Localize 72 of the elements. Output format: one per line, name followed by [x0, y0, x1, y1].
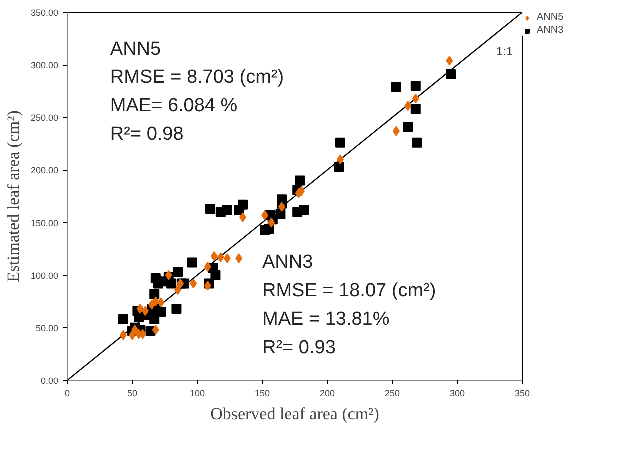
- point: [224, 254, 231, 264]
- y-tick-label: 100.00: [30, 270, 59, 281]
- y-tick-label: 250.00: [30, 113, 59, 124]
- annotation: ANN5: [110, 38, 162, 60]
- annotation: R²= 0.98: [110, 124, 184, 145]
- x-tick-label: 350: [514, 388, 530, 398]
- y-tick-label: 150.00: [30, 218, 59, 228]
- point: [262, 210, 269, 220]
- point: [336, 138, 346, 148]
- point: [210, 270, 221, 280]
- x-tick-label: 0: [64, 388, 70, 398]
- point: [295, 176, 306, 186]
- point: [276, 209, 286, 220]
- y-tick-label: 300.00: [30, 60, 59, 71]
- y-tick-label: 0.00: [40, 376, 59, 386]
- series-label: 1:1: [496, 44, 514, 58]
- x-tick-label: 200: [320, 388, 336, 398]
- point: [177, 278, 184, 289]
- point: [236, 254, 243, 264]
- point: [217, 252, 224, 262]
- point: [446, 70, 456, 80]
- annotation: ANN3: [262, 252, 314, 274]
- point: [334, 162, 344, 172]
- point: [158, 298, 165, 308]
- point: [172, 304, 182, 314]
- point: [166, 278, 176, 289]
- legend-label: ANN5: [537, 12, 564, 23]
- x-tick-label: 300: [450, 388, 466, 398]
- point: [268, 218, 276, 228]
- annotation: MAE= 6.084 %: [110, 96, 238, 117]
- x-axis-title: Observed leaf area (cm²): [210, 404, 380, 424]
- annotation: R²= 0.93: [262, 337, 336, 358]
- point: [152, 325, 160, 336]
- point: [173, 267, 183, 278]
- x-tick-label: 150: [254, 388, 270, 398]
- y-tick-label: 50.00: [36, 323, 59, 334]
- point: [206, 204, 216, 214]
- annotation: RMSE = 18.07 (cm²): [262, 280, 436, 302]
- annotation: RMSE = 8.703 (cm²): [110, 67, 284, 88]
- x-tick-label: 100: [190, 388, 206, 398]
- point: [404, 101, 412, 112]
- y-tick-label: 200.00: [30, 166, 59, 176]
- point: [132, 325, 139, 336]
- point: [204, 280, 212, 291]
- annotation: MAE = 13.81%: [262, 309, 390, 330]
- point: [187, 258, 198, 268]
- point: [238, 200, 248, 210]
- point: [222, 205, 232, 216]
- y-tick-label: 350.00: [30, 8, 59, 18]
- point: [150, 314, 160, 325]
- point: [120, 330, 127, 340]
- point: [403, 122, 414, 132]
- point: [150, 289, 160, 300]
- point: [204, 262, 212, 272]
- point: [136, 304, 144, 314]
- point: [392, 126, 400, 136]
- point: [156, 307, 166, 318]
- legend-label: ANN3: [537, 25, 564, 36]
- point: [391, 82, 402, 92]
- point: [190, 278, 198, 289]
- point: [412, 94, 420, 104]
- x-tick-label: 50: [127, 388, 138, 398]
- point: [410, 81, 421, 92]
- y-axis-title: Estimated leaf area (cm²): [4, 110, 23, 282]
- x-tick-label: 250: [384, 388, 400, 398]
- point: [446, 56, 454, 66]
- point: [152, 296, 160, 307]
- point: [210, 251, 218, 262]
- point: [412, 138, 422, 148]
- point: [410, 104, 421, 114]
- point: [118, 314, 128, 325]
- point: [299, 205, 310, 216]
